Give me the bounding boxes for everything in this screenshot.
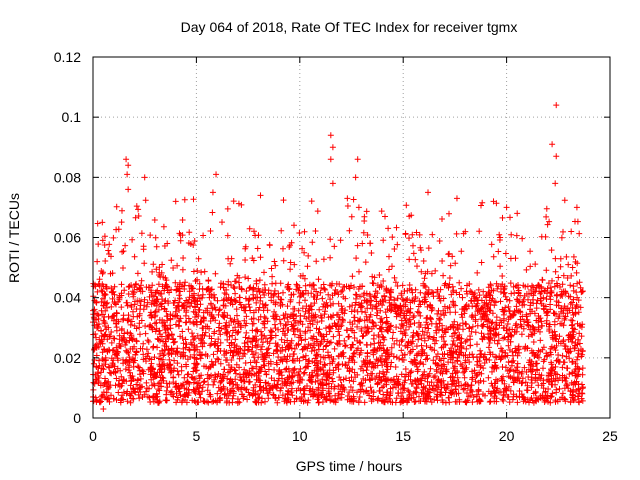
scatter-point bbox=[453, 195, 460, 202]
scatter-point bbox=[172, 198, 179, 205]
y-tick-label: 0.1 bbox=[62, 109, 82, 125]
scatter-point-cloud bbox=[90, 196, 586, 406]
scatter-point bbox=[125, 186, 132, 193]
scatter-point bbox=[209, 189, 216, 196]
scatter-point bbox=[425, 189, 432, 196]
y-tick-label: 0 bbox=[73, 410, 81, 426]
y-tick-label: 0.06 bbox=[54, 230, 81, 246]
scatter-point bbox=[329, 180, 336, 187]
scatter-point bbox=[94, 258, 101, 265]
scatter-point bbox=[257, 192, 264, 199]
scatter-point bbox=[327, 132, 334, 139]
scatter-point bbox=[141, 174, 148, 181]
scatter-point bbox=[124, 171, 131, 178]
y-tick-label: 0.04 bbox=[54, 290, 81, 306]
x-tick-label: 10 bbox=[292, 428, 308, 444]
x-tick-label: 25 bbox=[602, 428, 618, 444]
scatter-point bbox=[125, 162, 132, 169]
scatter-point bbox=[573, 204, 580, 211]
scatter-point bbox=[549, 141, 556, 148]
scatter-point bbox=[344, 195, 351, 202]
scatter-point bbox=[553, 153, 560, 160]
x-tick-label: 15 bbox=[395, 428, 411, 444]
y-tick-label: 0.02 bbox=[54, 350, 81, 366]
scatter-point bbox=[213, 171, 220, 178]
scatter-point bbox=[503, 204, 510, 211]
scatter-point bbox=[100, 405, 107, 412]
y-tick-label: 0.08 bbox=[54, 169, 81, 185]
y-tick-label: 0.12 bbox=[54, 49, 81, 65]
scatter-point bbox=[352, 174, 359, 181]
scatter-point bbox=[553, 102, 560, 109]
scatter-point bbox=[354, 156, 361, 163]
chart-title: Day 064 of 2018, Rate Of TEC Index for r… bbox=[181, 19, 518, 35]
scatter-point bbox=[329, 144, 336, 151]
y-axis-label: ROTI / TECUs bbox=[6, 193, 22, 283]
x-tick-label: 20 bbox=[499, 428, 515, 444]
scatter-point bbox=[552, 180, 559, 187]
scatter-point bbox=[327, 156, 334, 163]
x-tick-label: 0 bbox=[89, 428, 97, 444]
scatter-point bbox=[123, 156, 130, 163]
x-tick-label: 5 bbox=[193, 428, 201, 444]
x-axis-label: GPS time / hours bbox=[296, 458, 403, 474]
data-points bbox=[90, 102, 586, 412]
axis-ticks: 0 5 10 15 20 25 0 0.02 0.04 0.06 0.08 0.1 0.12 bbox=[54, 49, 618, 444]
